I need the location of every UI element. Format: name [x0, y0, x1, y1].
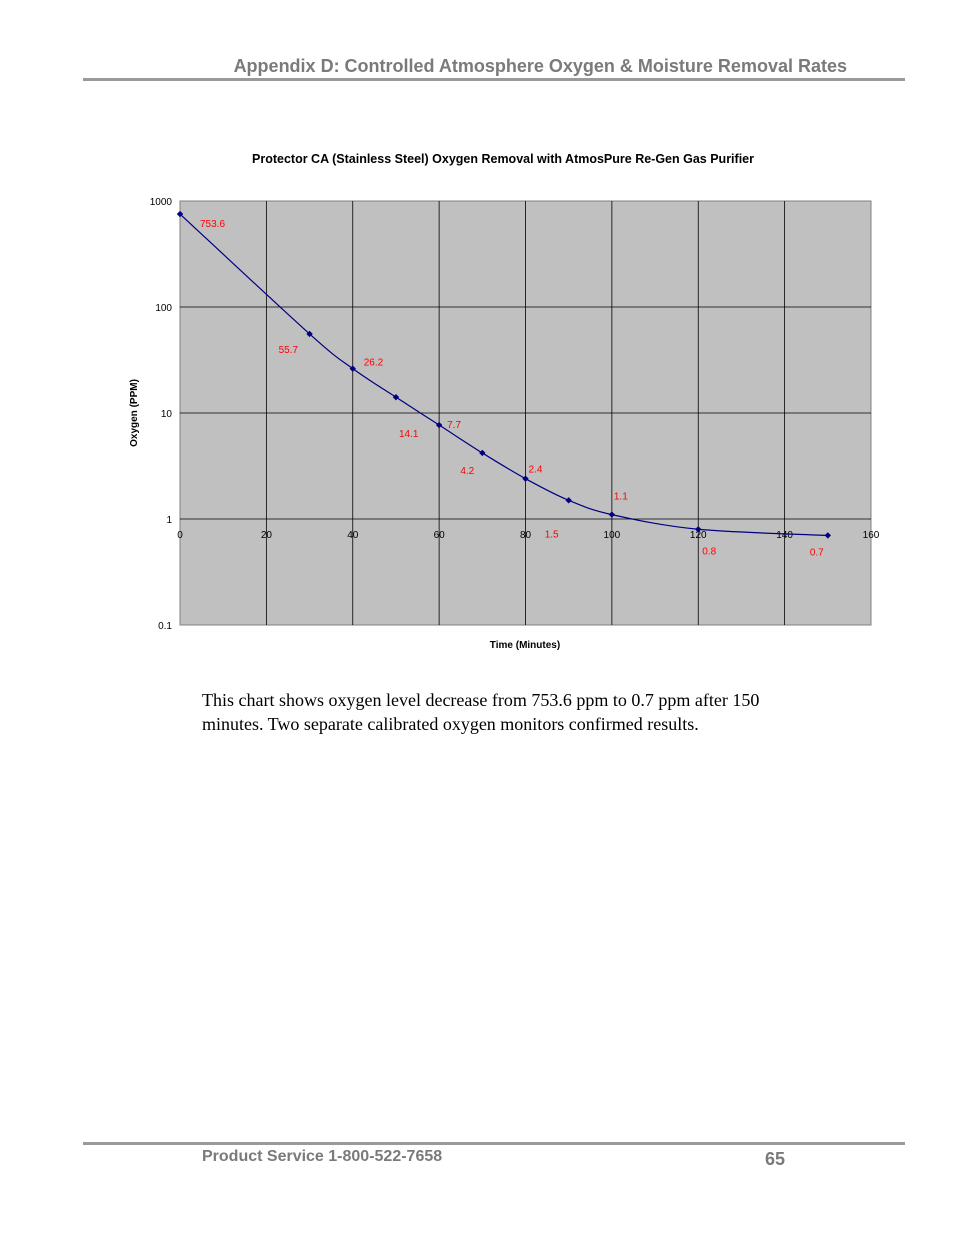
page-header-title: Appendix D: Controlled Atmosphere Oxygen… [233, 56, 847, 76]
data-point [349, 365, 356, 372]
x-axis-label: Time (Minutes) [490, 640, 560, 651]
x-tick-label: 40 [347, 530, 359, 541]
data-point [435, 421, 443, 429]
x-tick-label: 60 [434, 530, 446, 541]
y-tick-label: 10 [161, 409, 173, 420]
y-axis-label: Oxygen (PPM) [129, 379, 140, 447]
y-tick-label: 1 [166, 515, 172, 526]
data-point [176, 210, 184, 218]
x-tick-label: 160 [863, 530, 880, 541]
chart-description: This chart shows oxygen level decrease f… [202, 690, 760, 734]
data-point [824, 532, 832, 539]
data-point [565, 497, 572, 504]
data-label: 55.7 [279, 345, 299, 356]
product-service-phone: Product Service 1-800-522-7658 [202, 1148, 443, 1165]
data-label: 0.7 [810, 547, 824, 558]
data-label: 14.1 [399, 429, 419, 440]
data-point [306, 330, 313, 338]
data-label: 26.2 [364, 358, 384, 369]
data-point [522, 475, 529, 482]
x-tick-label: 20 [261, 530, 273, 541]
x-tick-label: 0 [177, 530, 183, 541]
data-label: 2.4 [529, 465, 543, 476]
y-tick-label: 0.1 [158, 621, 172, 632]
data-point [695, 526, 702, 533]
chart-title: Protector CA (Stainless Steel) Oxygen Re… [252, 152, 754, 166]
oxygen-removal-chart: Protector CA (Stainless Steel) Oxygen Re… [129, 152, 880, 651]
y-tick-labels: 1000 100 10 1 0.1 [150, 197, 173, 632]
y-tick-label: 1000 [150, 197, 173, 208]
data-labels: 753.6 55.7 26.2 14.1 7.7 4.2 2.4 1.5 1.1 0.8 0.7 [200, 219, 824, 558]
x-tick-label: 100 [604, 530, 621, 541]
data-point [479, 449, 486, 457]
x-tick-label: 140 [776, 530, 793, 541]
x-tick-labels: 0 20 40 60 80 100 120 140 160 [177, 530, 880, 541]
x-tick-label: 80 [520, 530, 532, 541]
data-label: 7.7 [447, 420, 461, 431]
header-rule [83, 78, 905, 81]
data-label: 1.1 [614, 492, 628, 503]
footer-rule [83, 1142, 905, 1145]
horizontal-gridlines [180, 306, 871, 520]
x-tick-label: 120 [690, 530, 707, 541]
y-tick-label: 100 [155, 303, 172, 314]
page-number: 65 [765, 1149, 786, 1169]
data-label: 753.6 [200, 219, 225, 230]
data-label: 4.2 [460, 466, 474, 477]
data-points [176, 210, 832, 539]
data-label: 1.5 [545, 529, 559, 540]
data-label: 0.8 [702, 546, 716, 557]
data-point [392, 393, 400, 401]
data-point [608, 511, 616, 518]
